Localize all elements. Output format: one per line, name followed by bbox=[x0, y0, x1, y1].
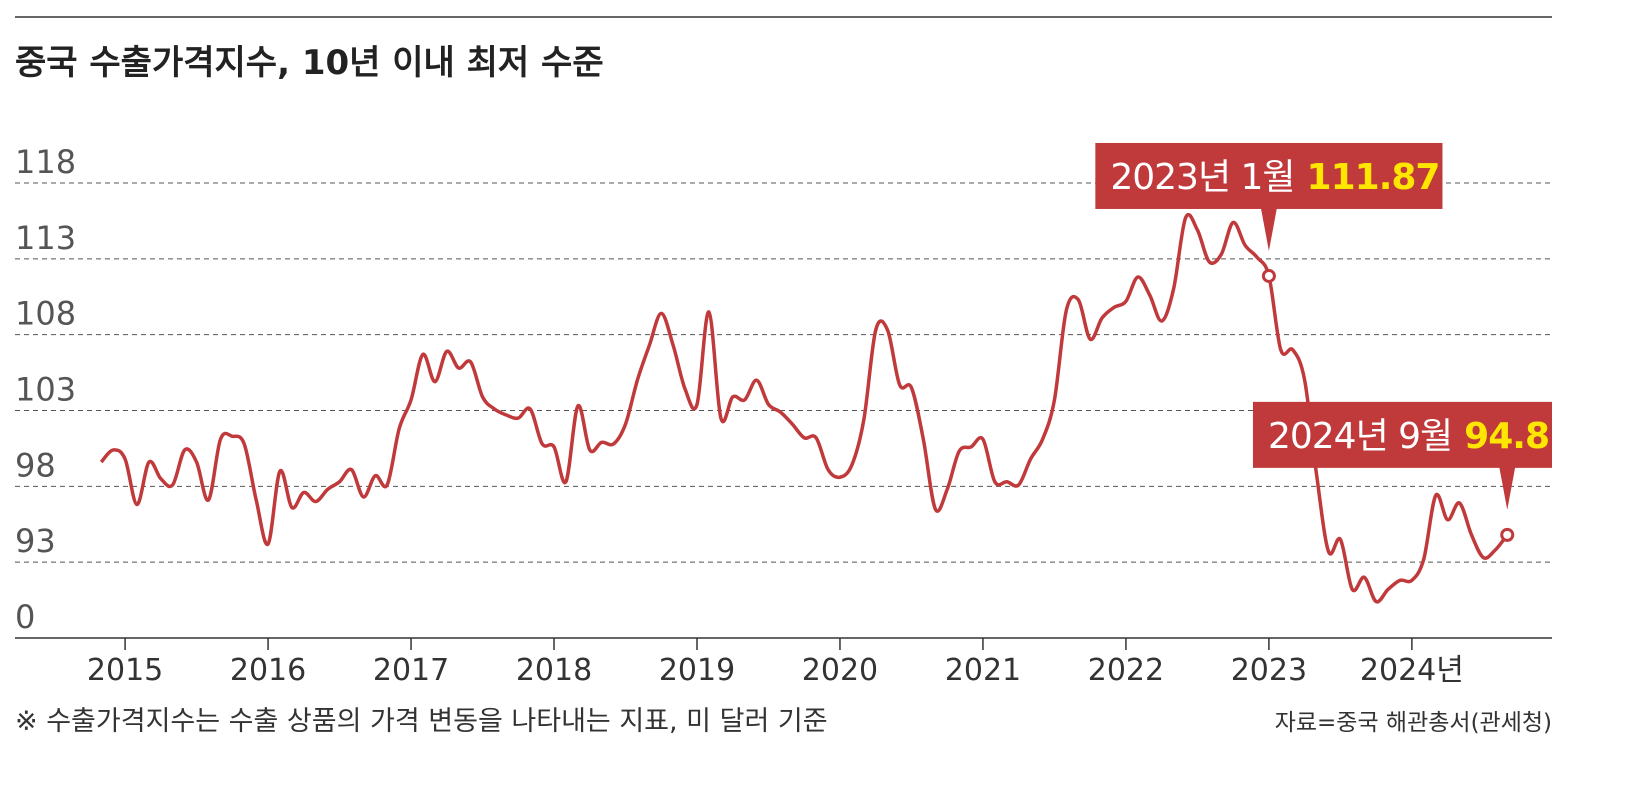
source: 자료=중국 해관총서(관세청) bbox=[1275, 710, 1552, 736]
y-tick-label: 113 bbox=[15, 219, 76, 257]
y-tick-label: 0 bbox=[15, 598, 35, 636]
x-tick-label: 2018 bbox=[516, 653, 592, 688]
y-tick-label: 108 bbox=[15, 295, 76, 333]
y-tick-label: 98 bbox=[15, 446, 56, 484]
line-series bbox=[99, 212, 1509, 604]
chart-title: 중국 수출가격지수, 10년 이내 최저 수준 bbox=[15, 43, 604, 83]
x-tick-label: 2015 bbox=[87, 653, 163, 688]
x-tick-label: 2022 bbox=[1088, 653, 1164, 688]
x-tick-label: 2016 bbox=[230, 653, 306, 688]
y-tick-label: 118 bbox=[15, 143, 76, 181]
annotation: 2024년 9월 94.8 bbox=[1252, 401, 1552, 510]
annotation-value: 111.87 bbox=[1307, 157, 1440, 198]
annotation-box bbox=[1095, 142, 1443, 209]
y-tick-label: 93 bbox=[15, 522, 56, 560]
annotation-marker bbox=[1500, 527, 1515, 542]
annotation: 2023년 1월 111.87 bbox=[1095, 142, 1443, 251]
annotation-pointer bbox=[1260, 207, 1277, 251]
x-tick-label: 2017 bbox=[373, 653, 449, 688]
annotation-text: 2024년 9월 94.8 bbox=[1268, 416, 1549, 457]
x-tick-label: 2020 bbox=[802, 653, 878, 688]
annotation-text: 2023년 1월 111.87 bbox=[1110, 157, 1439, 198]
annotation-pointer bbox=[1499, 466, 1516, 510]
x-tick-label: 2023 bbox=[1231, 653, 1307, 688]
annotation-box bbox=[1252, 401, 1552, 468]
x-tick-label: 2024년 bbox=[1360, 653, 1464, 688]
annotation-marker bbox=[1261, 268, 1276, 283]
footnote: ※ 수출가격지수는 수출 상품의 가격 변동을 나타내는 지표, 미 달러 기준 bbox=[15, 706, 828, 737]
x-tick-label: 2021 bbox=[945, 653, 1021, 688]
annotation-label: 2024년 9월 bbox=[1268, 416, 1452, 457]
x-tick-label: 2019 bbox=[659, 653, 735, 688]
annotation-label: 2023년 1월 bbox=[1110, 157, 1294, 198]
y-tick-label: 103 bbox=[15, 371, 76, 409]
annotation-value: 94.8 bbox=[1464, 416, 1549, 457]
